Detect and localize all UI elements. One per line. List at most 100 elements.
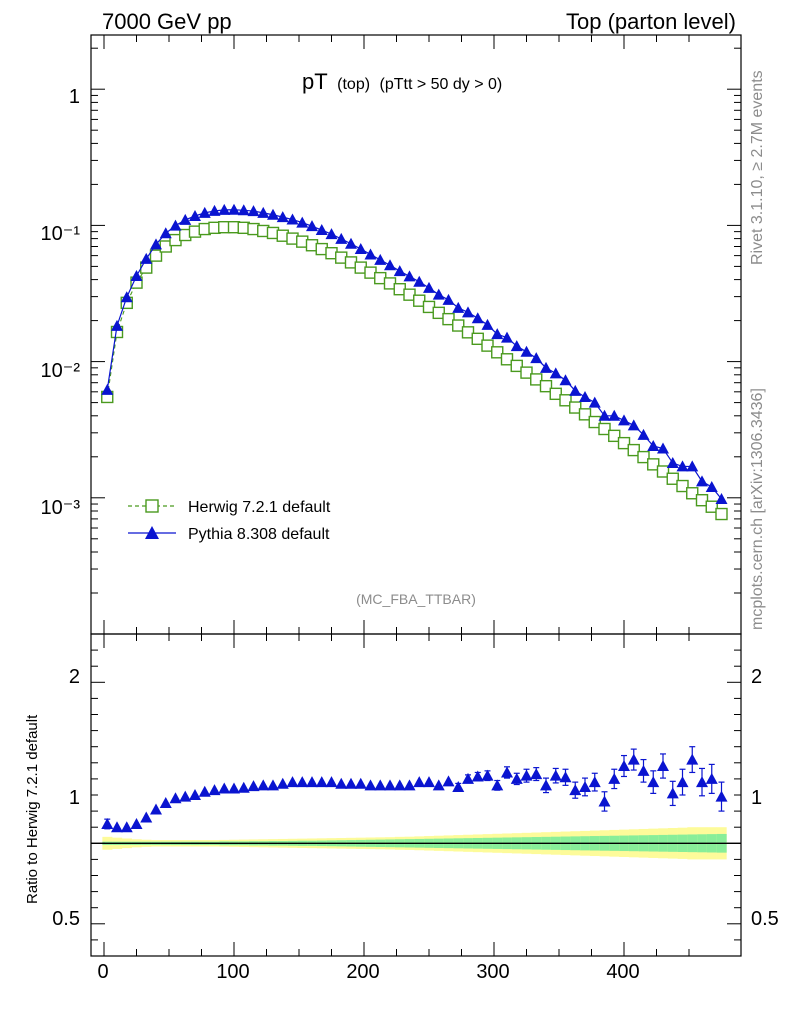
herwig-point [491, 346, 504, 359]
pythia-point [520, 345, 533, 357]
pythia-point [403, 270, 416, 282]
pythia-point [150, 238, 162, 250]
plot-title-cut: (pTtt > 50 dy > 0) [380, 76, 503, 93]
herwig-point [569, 401, 582, 414]
pythia-point [608, 409, 621, 421]
series-pythia [101, 203, 728, 504]
y-tick-label-1e-3: 10⁻³ [41, 497, 81, 519]
pythia-point [588, 396, 601, 408]
pythia-point [413, 275, 426, 287]
pythia-point [345, 237, 357, 249]
pythia-point [325, 228, 338, 240]
plot-title: pT (top) (pTtt > 50 dy > 0) [302, 69, 502, 94]
herwig-point [647, 458, 660, 471]
rivet-version-label: Rivet 3.1.10, ≥ 2.7M events [749, 70, 766, 265]
ratio-point [491, 779, 504, 791]
ratio-point [501, 766, 513, 778]
ratio-point [130, 817, 143, 829]
pythia-point [432, 288, 445, 300]
ratio-point [579, 780, 591, 792]
ratio-point [413, 776, 426, 788]
ratio-point [247, 780, 260, 792]
pythia-point [657, 442, 669, 454]
collision-energy-label: 7000 GeV pp [102, 9, 232, 34]
pythia-point [364, 248, 377, 260]
pythia-point [676, 460, 689, 472]
ratio-point [442, 775, 455, 787]
ratio-point [189, 789, 201, 800]
pythia-point [637, 428, 650, 440]
pythia-point [111, 319, 123, 331]
ratio-point [559, 771, 572, 783]
pythia-point [579, 390, 591, 402]
ratio-point [111, 821, 123, 833]
pythia-point [189, 209, 201, 221]
ratio-point [315, 776, 328, 788]
pythia-point [306, 220, 318, 232]
pythia-point [130, 270, 143, 282]
ratio-point [354, 777, 367, 789]
herwig-point [656, 465, 670, 478]
x-tick-label-300: 300 [476, 961, 509, 983]
pythia-point [627, 419, 640, 431]
herwig-point [695, 494, 709, 507]
pythia-point [647, 440, 660, 452]
ratio-point [647, 776, 660, 788]
ratio-point [569, 784, 582, 796]
x-tick-label-400: 400 [606, 961, 639, 983]
pythia-point [442, 293, 455, 305]
pythia-point [335, 232, 348, 244]
herwig-point [598, 422, 611, 436]
ratio-point [481, 769, 494, 781]
herwig-point [413, 294, 426, 307]
herwig-point [549, 387, 562, 401]
herwig-point [442, 312, 455, 326]
ratio-point [374, 779, 387, 791]
plot-title-sub: (top) [337, 76, 370, 93]
ratio-point [696, 776, 708, 788]
pythia-point [384, 259, 396, 271]
ratio-point [403, 779, 416, 791]
pythia-point [101, 383, 114, 395]
pythia-point [452, 301, 465, 313]
pythia-point [510, 340, 523, 352]
ratio-point [608, 772, 621, 784]
pythia-point [237, 204, 250, 216]
herwig-point [666, 472, 679, 485]
pythia-point [491, 328, 504, 340]
pythia-point [208, 204, 221, 216]
herwig-line [106, 226, 722, 515]
pythia-point [462, 306, 474, 318]
herwig-point [510, 359, 523, 373]
pythia-point [218, 203, 231, 215]
herwig-point [432, 306, 445, 320]
herwig-point [452, 319, 465, 332]
ratio-point [657, 760, 669, 772]
pythia-point [540, 361, 552, 373]
y-tick-label-1: 1 [69, 86, 80, 108]
pythia-point [374, 253, 387, 265]
pythia-point [198, 206, 211, 218]
pythia-line [106, 209, 722, 500]
ratio-point [228, 782, 240, 794]
herwig-point [149, 249, 163, 262]
y-tick-label-1e-1: 10⁻¹ [41, 223, 81, 245]
ratio-point [335, 777, 348, 789]
ratio-tick-label-2-right: 2 [751, 666, 762, 688]
ratio-point [150, 803, 162, 815]
pythia-point [569, 384, 582, 396]
ratio-point [218, 782, 231, 794]
ratio-point [452, 780, 465, 792]
pythia-point [354, 243, 367, 255]
herwig-point [705, 500, 718, 513]
pythia-point [120, 291, 133, 303]
ratio-point [169, 792, 182, 804]
ratio-point [257, 779, 270, 791]
herwig-point [676, 479, 689, 493]
legend-entry-pythia: Pythia 8.308 default [128, 526, 330, 543]
ratio-point [637, 764, 650, 776]
analysis-tag: (MC_FBA_TTBAR) [356, 591, 476, 607]
ratio-point [179, 790, 192, 802]
ratio-point [666, 787, 679, 799]
ratio-point [618, 760, 630, 772]
